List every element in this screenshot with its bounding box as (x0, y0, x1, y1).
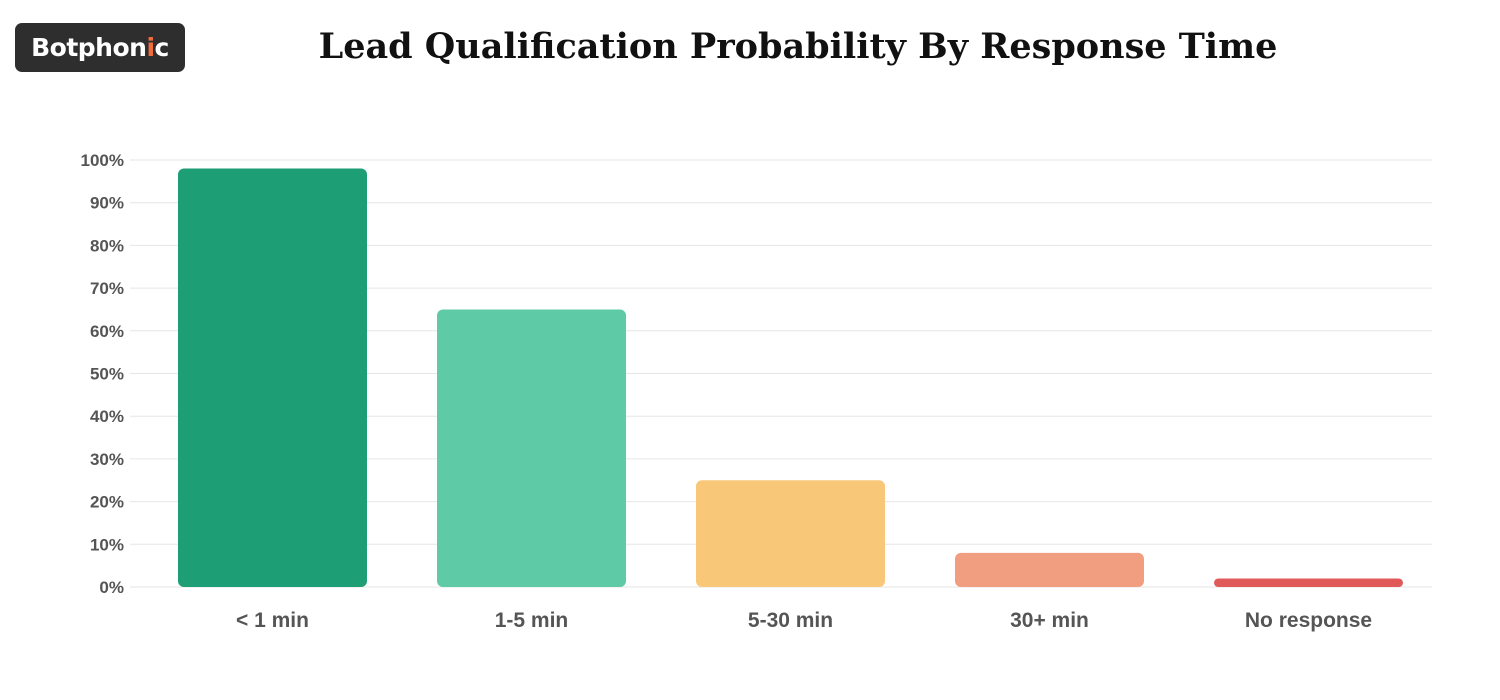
bar-0 (178, 168, 367, 588)
y-tick-label: 90% (90, 194, 124, 213)
logo-text-accent: i (146, 33, 155, 62)
y-tick-label: 60% (90, 322, 124, 341)
bar-1 (437, 309, 626, 587)
x-category-label: 5-30 min (748, 609, 833, 632)
y-tick-label: 10% (90, 535, 124, 554)
x-category-label: < 1 min (236, 609, 309, 632)
y-tick-label: 40% (90, 407, 124, 426)
y-tick-label: 100% (81, 151, 124, 170)
brand-logo: Botphon i c (15, 23, 185, 72)
x-category-label: 30+ min (1010, 609, 1089, 632)
y-tick-label: 30% (90, 450, 124, 469)
x-category-label: 1-5 min (495, 609, 569, 632)
chart-title: Lead Qualification Probability By Respon… (318, 26, 1278, 67)
bar-3 (955, 552, 1144, 587)
logo-text-main: Botphon (31, 33, 147, 62)
y-tick-label: 80% (90, 236, 124, 255)
bar-4 (1214, 578, 1403, 587)
logo-text-end: c (154, 33, 170, 62)
y-tick-label: 50% (90, 365, 124, 384)
x-category-label: No response (1245, 609, 1372, 632)
y-tick-label: 20% (90, 493, 124, 512)
y-tick-label: 70% (90, 279, 124, 298)
bar-2 (696, 480, 885, 587)
y-tick-label: 0% (99, 578, 124, 597)
